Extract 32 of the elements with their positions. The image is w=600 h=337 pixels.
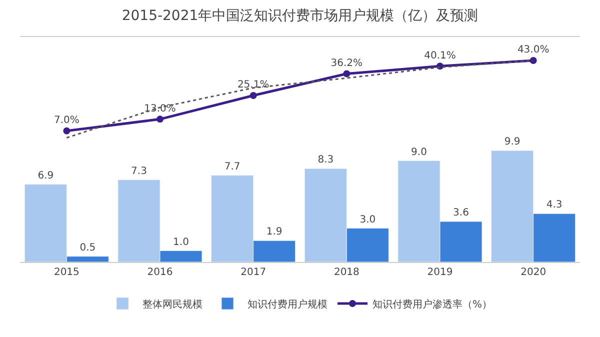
data-label: 43.0% bbox=[517, 44, 550, 56]
x-tick-label: 2018 bbox=[334, 267, 360, 278]
point bbox=[156, 116, 164, 123]
data-label: 1.0 bbox=[173, 236, 189, 248]
data-label: 9.9 bbox=[504, 136, 520, 148]
chart-title: 2015-2021年中国泛知识付费市场用户规模（亿）及预测 bbox=[122, 8, 478, 24]
data-label: 36.2% bbox=[330, 58, 363, 69]
legend-label: 知识付费用户渗透率（%） bbox=[372, 298, 492, 310]
data-label: 40.1% bbox=[424, 50, 456, 62]
data-label: 8.3 bbox=[318, 154, 334, 166]
data-label: 9.0 bbox=[411, 146, 427, 158]
data-label: 3.6 bbox=[453, 208, 469, 218]
x-tick-label: 2020 bbox=[520, 267, 546, 278]
data-label: 1.9 bbox=[266, 226, 282, 238]
point bbox=[343, 70, 350, 78]
data-label: 6.9 bbox=[38, 170, 54, 182]
point bbox=[530, 56, 537, 64]
x-tick-label: 2019 bbox=[427, 267, 453, 278]
legend-label: 整体网民规模 bbox=[142, 298, 202, 310]
data-label: 7.7 bbox=[224, 161, 240, 172]
data-label: 4.3 bbox=[546, 200, 562, 211]
x-tick-label: 2017 bbox=[240, 267, 266, 278]
point bbox=[250, 92, 257, 99]
data-label: 7.0% bbox=[54, 115, 80, 126]
data-label: 0.5 bbox=[80, 242, 96, 254]
data-label: 25.1% bbox=[237, 80, 270, 91]
x-tick-label: 2016 bbox=[147, 267, 173, 278]
data-label: 7.3 bbox=[131, 166, 147, 177]
point bbox=[63, 127, 70, 134]
data-label: 3.0 bbox=[360, 214, 376, 226]
legend-label: 知识付费用户规模 bbox=[248, 298, 328, 310]
x-tick-label: 2015 bbox=[54, 267, 80, 278]
